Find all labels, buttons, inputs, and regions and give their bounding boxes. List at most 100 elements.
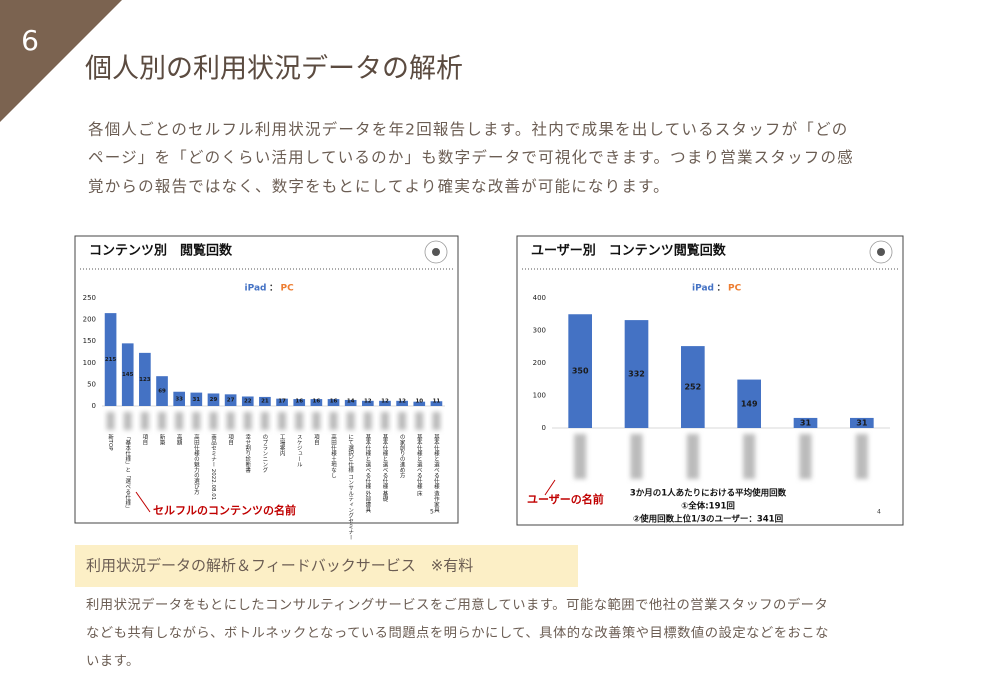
slide-page-number: 5	[430, 509, 434, 516]
bar	[850, 417, 874, 428]
x-category-label: スケジュール	[296, 434, 303, 468]
blurred-name	[329, 412, 338, 430]
bar-value-label: 69	[158, 389, 166, 395]
x-category-label: 項目	[141, 434, 148, 447]
bar	[121, 343, 134, 406]
blurred-name	[123, 412, 132, 430]
bar	[430, 401, 443, 406]
y-tick-label: 50	[87, 380, 96, 388]
bar	[737, 379, 761, 428]
bar-value-label: 350	[572, 367, 589, 376]
x-category-label: 商品セミナー 2022.08.01	[210, 433, 217, 500]
blurred-name	[630, 434, 643, 479]
x-category-label: 項目	[227, 434, 234, 447]
x-category-label: の家創りの進め方	[399, 434, 406, 480]
bar	[379, 400, 391, 406]
x-category-label: 項目	[313, 434, 320, 447]
bar	[327, 399, 340, 406]
blurred-name	[363, 412, 372, 430]
service-line: なども共有しながら、ボトルネックとなっている問題点を明らかにして、具体的な改善策…	[86, 624, 829, 641]
legend-entry: iPad	[245, 284, 267, 294]
legend-separator: ：	[269, 284, 278, 294]
x-category-label: 基本仕様と選べる仕様 造作家具	[433, 433, 440, 514]
blurred-name	[799, 434, 812, 479]
y-tick-label: 0	[542, 424, 546, 432]
bar	[568, 314, 592, 428]
bar	[190, 392, 203, 406]
legend-entry: PC	[281, 284, 295, 294]
bar	[310, 399, 323, 406]
y-tick-label: 250	[83, 294, 96, 302]
bar	[793, 417, 818, 428]
x-category-label: 基本仕様と選べる仕様 外部建具	[364, 433, 371, 514]
service-title: 利用状況データの解析＆フィードバックサービス ※有料	[86, 557, 473, 575]
bar	[173, 391, 186, 406]
blurred-name	[415, 412, 424, 430]
blurred-name	[106, 412, 115, 430]
bar-value-label: 215	[105, 357, 117, 363]
bar	[681, 346, 705, 428]
bar-value-label: 149	[741, 399, 758, 408]
annotation: ユーザーの名前	[527, 492, 604, 506]
blurred-name	[295, 412, 304, 430]
legend-separator: ：	[716, 284, 725, 294]
x-category-label: 高田仕様の魅力の選び方	[193, 433, 200, 496]
y-tick-label: 200	[533, 359, 546, 367]
x-category-label: 幸せ割り診断書	[244, 434, 251, 474]
bar-value-label: 16	[295, 399, 303, 405]
legend-entry: iPad	[692, 284, 714, 294]
x-category-label: 基本仕様と選べる仕様 床	[416, 433, 423, 498]
chart-note: 3か月の1人あたりにおける平均使用回数	[630, 488, 787, 499]
bar-value-label: 16	[313, 399, 321, 405]
bar	[624, 320, 649, 428]
blurred-name	[855, 434, 868, 479]
blurred-name	[312, 412, 321, 430]
legend-entry: PC	[728, 284, 742, 294]
bar-value-label: 31	[856, 418, 868, 427]
service-line: 利用状況データをもとにしたコンサルティングサービスをご用意しています。可能な範囲…	[86, 596, 828, 613]
bar-value-label: 252	[684, 383, 701, 392]
blurred-name	[346, 412, 355, 430]
bar	[156, 376, 168, 406]
chart-title: コンテンツ別 閲覧回数	[89, 243, 233, 259]
intro-line: 覚からの報告ではなく、数字をもとにしてより確実な改善が可能になります。	[88, 178, 670, 196]
service-line: います。	[86, 653, 140, 669]
bar	[276, 398, 288, 406]
page-number: 6	[21, 24, 39, 57]
bar-value-label: 332	[628, 370, 645, 379]
blurred-name	[175, 412, 184, 430]
bar-value-label: 17	[278, 399, 286, 405]
blurred-name	[209, 412, 218, 430]
bar	[413, 401, 426, 406]
blurred-name	[574, 434, 587, 479]
blurred-name	[743, 434, 756, 479]
annotation: セルフルのコンテンツの名前	[153, 503, 296, 517]
chart-note: ①全体:191回	[681, 501, 735, 512]
x-category-label: 高田仕様土地なし	[330, 433, 337, 479]
blurred-name	[192, 412, 201, 430]
bar	[344, 399, 357, 406]
bar	[104, 313, 117, 406]
bar-value-label: 10	[415, 399, 423, 405]
bar-value-label: 31	[800, 418, 812, 427]
y-tick-label: 200	[83, 316, 96, 324]
y-tick-label: 0	[92, 402, 96, 410]
y-tick-label: 150	[83, 337, 96, 345]
x-category-label: 基本仕様と選べる仕様 基礎	[381, 433, 388, 503]
bar	[396, 400, 408, 406]
annotation-pointer	[135, 491, 151, 513]
logo-mark	[877, 248, 885, 256]
bar-value-label: 145	[122, 372, 134, 378]
blurred-name	[158, 412, 167, 430]
logo	[869, 240, 893, 264]
y-tick-label: 300	[533, 327, 546, 335]
bar-value-label: 12	[398, 399, 406, 405]
bar-value-label: 14	[347, 399, 355, 405]
y-tick-label: 100	[83, 359, 96, 367]
blurred-name	[380, 412, 389, 430]
bar-value-label: 33	[175, 396, 183, 402]
blurred-name	[278, 412, 287, 430]
bar	[241, 396, 254, 406]
blurred-name	[686, 434, 699, 479]
blurred-name	[226, 412, 235, 430]
